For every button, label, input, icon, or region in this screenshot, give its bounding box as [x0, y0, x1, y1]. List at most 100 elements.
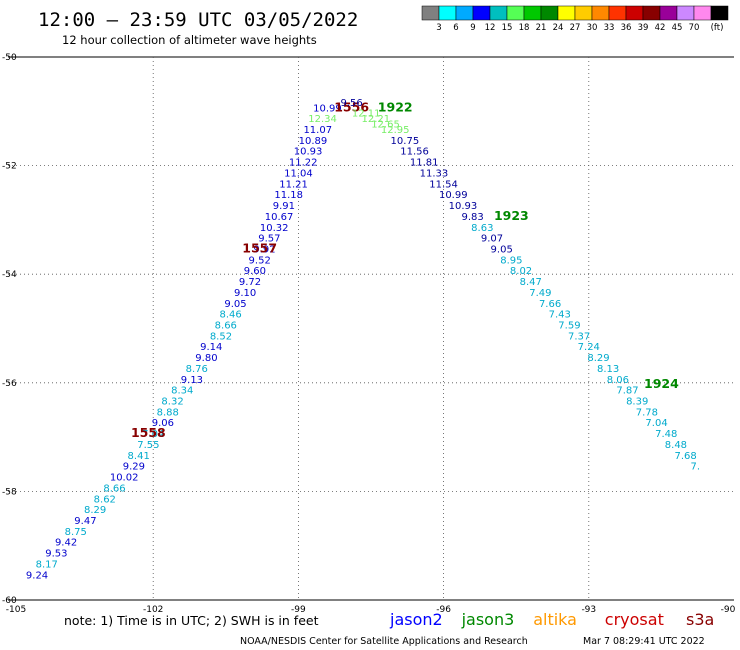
wave-height-label: 9.05 [224, 299, 246, 310]
wave-height-label: 9.56 [341, 98, 363, 109]
wave-height-label: 10.02 [110, 473, 139, 484]
colorbar-tick-label: 3 [436, 23, 441, 33]
wave-height-label: 7.48 [655, 429, 677, 440]
wave-height-label: 9.53 [45, 549, 67, 560]
wave-height-label: 10.99 [313, 103, 342, 114]
latitude-tick-label: -50 [2, 53, 17, 63]
wave-height-label: 10.75 [391, 136, 420, 147]
colorbar-tick-label: 9 [470, 23, 475, 33]
colorbar-tick-label: 12 [485, 23, 496, 33]
colorbar-swatch [659, 5, 678, 21]
wave-height-label: 8.76 [186, 364, 208, 375]
wave-height-label: 9.60 [244, 266, 266, 277]
wave-height-label: 8.88 [157, 407, 179, 418]
wave-height-label: 8.17 [36, 559, 58, 570]
wave-height-label: 9.52 [249, 255, 271, 266]
colorbar-tick-label: 15 [502, 23, 513, 33]
colorbar-swatch [574, 5, 593, 21]
wave-height-label: 8.29 [587, 353, 609, 364]
colorbar-swatch [523, 5, 542, 21]
longitude-tick-label: -105 [6, 605, 26, 615]
wave-height-label: 8.13 [597, 364, 619, 375]
wave-height-label: 12.11 [352, 109, 381, 120]
wave-height-label: 7.37 [568, 331, 590, 342]
colorbar-tick-label: 21 [536, 23, 547, 33]
wave-height-label: 7.24 [578, 342, 600, 353]
wave-height-label: 7.78 [636, 407, 658, 418]
satellite-legend: jason2 jason3 altika cryosat s3a [389, 610, 714, 629]
wave-height-label: 9.91 [273, 201, 295, 212]
colorbar-tick-label: 42 [655, 23, 666, 33]
wave-height-label: 8.66 [215, 321, 237, 332]
colorbar-swatch [591, 5, 610, 21]
wave-height-label: 8.46 [220, 310, 242, 321]
wave-height-label: 10.93 [449, 201, 478, 212]
figure-title: 12:00 – 23:59 UTC 03/05/2022 [38, 9, 358, 31]
map-frame [8, 56, 734, 601]
wave-height-label: 11.04 [284, 168, 313, 179]
wave-height-label: 8.62 [94, 494, 116, 505]
wave-height-label: 9.29 [123, 462, 145, 473]
wave-height-label: 7.66 [539, 299, 561, 310]
wave-height-label: 7.59 [558, 321, 580, 332]
wave-height-label: 11.22 [289, 158, 318, 169]
satellite-tracks: 9.248.179.539.428.759.478.298.628.6610.0… [26, 98, 700, 581]
colorbar-tick-label: 30 [587, 23, 598, 33]
colorbar-swatch [455, 5, 474, 21]
colorbar-swatch [676, 5, 695, 21]
wave-height-label: 10.99 [439, 190, 468, 201]
wave-height-label: 9.80 [195, 353, 217, 364]
colorbar-tick-label: 27 [570, 23, 581, 33]
colorbar-swatch [625, 5, 644, 21]
wave-height-label: 8.34 [171, 386, 193, 397]
wave-height-label: 11.56 [400, 147, 429, 158]
wave-height-label: 11.18 [274, 190, 303, 201]
wave-height-label: 8.32 [161, 397, 183, 408]
wave-height-label: 8.48 [665, 440, 687, 451]
colorbar-tick-label: 45 [672, 23, 683, 33]
wave-height-label: 7.04 [142, 429, 164, 440]
satellite-legend-entry: jason2 [389, 610, 443, 629]
pass-time-label: 1922 [378, 99, 413, 114]
latitude-tick-label: -58 [2, 487, 17, 497]
wave-height-label: 9.92 [253, 244, 275, 255]
satellite-legend-entry: cryosat [605, 610, 664, 629]
satellite-track: 9.248.179.539.428.759.478.298.628.6610.0… [26, 99, 369, 581]
footnote: note: 1) Time is in UTC; 2) SWH is in fe… [64, 613, 319, 628]
credit-timestamp: Mar 7 08:29:41 UTC 2022 [583, 636, 705, 647]
wave-height-label: 12.34 [308, 114, 337, 125]
latitude-tick-label: -60 [2, 596, 17, 606]
wave-height-label: 9.06 [152, 418, 174, 429]
wave-height-label: 11.33 [420, 168, 449, 179]
colorbar-swatch [438, 5, 457, 21]
colorbar-tick-label: 33 [604, 23, 615, 33]
wave-height-label: 7.55 [137, 440, 159, 451]
wave-height-label: 8.66 [103, 483, 125, 494]
wave-height-label: 8.39 [626, 397, 648, 408]
wave-height-label: 8.02 [510, 266, 532, 277]
wave-height-label: 8.41 [128, 451, 150, 462]
wave-height-label: 9.24 [26, 570, 48, 581]
wave-height-label: 8.06 [607, 375, 629, 386]
wave-height-label: 9.57 [258, 234, 280, 245]
longitude-tick-label: -99 [291, 605, 306, 615]
colorbar-swatch [506, 5, 525, 21]
axis-tick-labels: -105 -102 -99 -96 -93 -90 -50 -52 -54 -56 -58 -60 [2, 53, 736, 615]
wave-height-label: 7.87 [616, 386, 638, 397]
wave-height-label: 12.65 [371, 120, 400, 131]
colorbar-tick-label: 36 [621, 23, 632, 33]
longitude-tick-label: -102 [143, 605, 163, 615]
colorbar-swatch [693, 5, 712, 21]
credit-agency: NOAA/NESDIS Center for Satellite Applica… [240, 636, 528, 647]
colorbar-swatch [421, 5, 440, 21]
colorbar-swatch [489, 5, 508, 21]
wave-height-label: 11.07 [303, 125, 332, 136]
wave-height-label: 11.21 [279, 179, 308, 190]
pass-time-label: 1558 [131, 425, 166, 440]
latitude-tick-label: -52 [2, 162, 17, 172]
longitude-tick-label: -93 [581, 605, 596, 615]
wave-height-label: 8.63 [471, 223, 493, 234]
satellite-legend-entry: jason3 [461, 610, 515, 629]
colorbar-tick-label: 39 [638, 23, 649, 33]
